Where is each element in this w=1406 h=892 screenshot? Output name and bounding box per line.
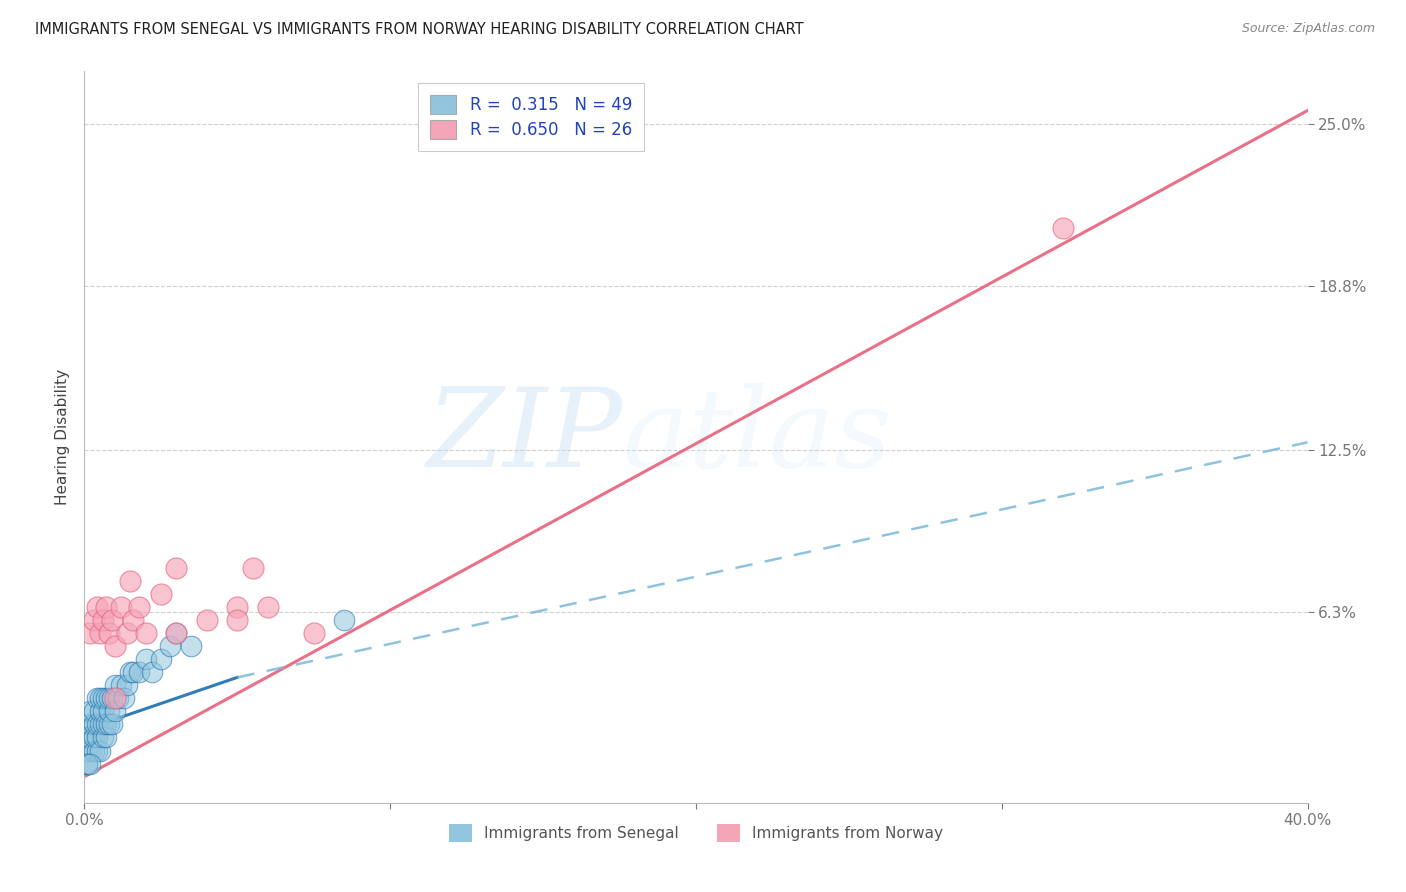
Point [83,731,105,745]
Point [83,743,105,757]
Point [83,717,105,731]
Point [112,691,135,706]
Point [86,691,108,706]
Point [89,705,111,719]
Point [97,705,120,719]
Point [128,665,150,680]
Point [226,613,249,627]
Point [97,626,120,640]
Point [76,731,98,745]
Legend: Immigrants from Senegal, Immigrants from Norway: Immigrants from Senegal, Immigrants from… [443,818,949,847]
Point [333,613,356,627]
Point [76,756,98,771]
Point [107,691,129,706]
Point [110,678,132,692]
Point [135,652,157,666]
Point [180,639,202,653]
Point [149,587,172,601]
Point [86,743,108,757]
Point [120,574,142,588]
Point [94,599,117,614]
Point [89,691,111,706]
Point [94,731,117,745]
Point [122,665,145,680]
Point [97,691,120,706]
Point [165,626,187,640]
Point [86,717,108,731]
Point [94,691,117,706]
Point [76,743,98,757]
Point [159,639,181,653]
Point [165,626,187,640]
Point [91,691,114,706]
Point [110,599,132,614]
Point [104,705,127,719]
Point [104,639,127,653]
Point [257,599,280,614]
Point [83,613,105,627]
Point [79,731,101,745]
Point [101,613,124,627]
Point [89,626,111,640]
Point [135,626,157,640]
Point [302,626,325,640]
Text: Source: ZipAtlas.com: Source: ZipAtlas.com [1241,22,1375,36]
Point [128,599,150,614]
Point [94,717,117,731]
Y-axis label: Hearing Disability: Hearing Disability [55,369,70,505]
Text: atlas: atlas [623,384,893,491]
Point [91,731,114,745]
Text: IMMIGRANTS FROM SENEGAL VS IMMIGRANTS FROM NORWAY HEARING DISABILITY CORRELATION: IMMIGRANTS FROM SENEGAL VS IMMIGRANTS FR… [35,22,804,37]
Point [76,756,98,771]
Point [79,756,101,771]
Text: ZIP: ZIP [426,384,623,491]
Point [79,626,101,640]
Point [101,717,124,731]
Point [141,665,163,680]
Point [226,599,249,614]
Point [104,691,127,706]
Point [165,560,187,574]
Point [149,652,172,666]
Point [115,626,138,640]
Point [97,717,120,731]
Point [89,717,111,731]
Point [79,705,101,719]
Point [122,613,145,627]
Point [195,613,218,627]
Point [89,743,111,757]
Point [104,678,127,692]
Point [86,731,108,745]
Point [86,599,108,614]
Point [91,613,114,627]
Point [91,717,114,731]
Point [120,665,142,680]
Point [115,678,138,692]
Point [79,743,101,757]
Point [83,705,105,719]
Point [79,717,101,731]
Point [101,691,124,706]
Point [1052,221,1074,235]
Point [91,705,114,719]
Point [242,560,264,574]
